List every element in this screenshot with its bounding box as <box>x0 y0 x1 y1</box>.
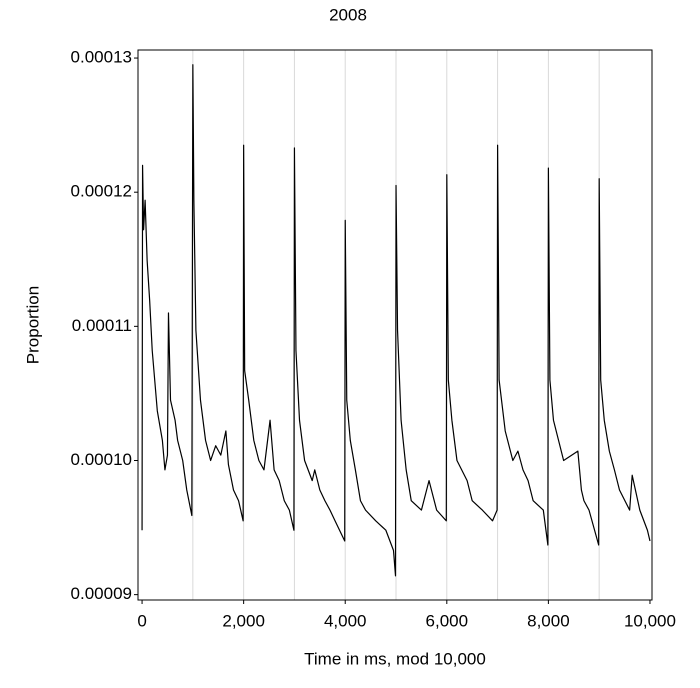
data-line <box>141 64 651 577</box>
x-tick-label: 2,000 <box>222 611 265 630</box>
y-tick-label: 0.00010 <box>71 450 132 469</box>
x-axis-label: Time in ms, mod 10,000 <box>304 649 486 668</box>
x-tick-label: 4,000 <box>324 611 367 630</box>
y-tick-label: 0.00009 <box>71 584 132 603</box>
x-tick-label: 10,000 <box>624 611 676 630</box>
chart-title: 2008 <box>329 5 367 24</box>
y-tick-label: 0.00013 <box>71 48 132 67</box>
y-axis-label: Proportion <box>23 286 42 364</box>
plot-frame <box>137 49 653 601</box>
x-tick-label: 8,000 <box>527 611 570 630</box>
x-tick-label: 6,000 <box>426 611 469 630</box>
x-tick-label: 0 <box>137 611 146 630</box>
y-tick-label: 0.00011 <box>72 316 132 335</box>
y-tick-label: 0.00012 <box>71 182 132 201</box>
